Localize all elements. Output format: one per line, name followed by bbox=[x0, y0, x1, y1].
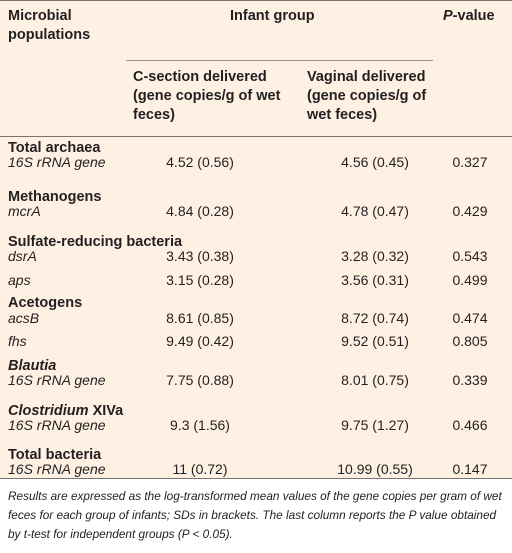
row-label: 16S rRNA gene bbox=[8, 154, 106, 170]
vaginal-value: 8.01 (0.75) bbox=[341, 372, 409, 388]
p-value: 0.429 bbox=[452, 203, 488, 219]
vaginal-value: 3.28 (0.32) bbox=[341, 248, 409, 264]
header-infant-group: Infant group bbox=[230, 8, 315, 24]
p-value: 0.499 bbox=[452, 272, 488, 288]
csection-value: 8.61 (0.85) bbox=[166, 310, 234, 326]
row-label: fhs bbox=[8, 333, 27, 349]
table-top-rule bbox=[0, 0, 512, 1]
header-microbial-populations: Microbial populations bbox=[8, 8, 91, 43]
row-label: 16S rRNA gene bbox=[8, 372, 106, 388]
group-title: Acetogens bbox=[8, 295, 83, 311]
vaginal-value: 8.72 (0.74) bbox=[341, 310, 409, 326]
csection-value: 9.49 (0.42) bbox=[166, 333, 234, 349]
group-title: Clostridium XIVa bbox=[8, 403, 124, 419]
group-title: Total bacteria bbox=[8, 447, 102, 463]
vaginal-value: 3.56 (0.31) bbox=[341, 272, 409, 288]
table-footnote: Results are expressed as the log-transfo… bbox=[8, 489, 502, 541]
csection-value: 4.52 (0.56) bbox=[166, 154, 234, 170]
header-p-value: P-value bbox=[443, 8, 495, 24]
infant-group-rule bbox=[126, 60, 433, 61]
p-value: 0.474 bbox=[452, 310, 488, 326]
row-label: dsrA bbox=[8, 248, 37, 264]
row-label: 16S rRNA gene bbox=[8, 461, 106, 477]
csection-value: 11 (0.72) bbox=[172, 461, 228, 477]
p-value: 0.805 bbox=[452, 333, 488, 349]
vaginal-value: 4.78 (0.47) bbox=[341, 203, 409, 219]
row-label: aps bbox=[8, 272, 31, 288]
p-value: 0.147 bbox=[452, 461, 488, 477]
group-title: Sulfate-reducing bacteria bbox=[8, 234, 183, 250]
row-label: mcrA bbox=[8, 203, 41, 219]
vaginal-value: 4.56 (0.45) bbox=[341, 154, 409, 170]
results-table: Microbial populations Infant group P-val… bbox=[0, 0, 512, 479]
vaginal-value: 9.52 (0.51) bbox=[341, 333, 409, 349]
p-value: 0.543 bbox=[452, 248, 488, 264]
header-bottom-rule bbox=[0, 136, 512, 137]
group-title: Blautia bbox=[8, 358, 57, 374]
csection-value: 4.84 (0.28) bbox=[166, 203, 234, 219]
vaginal-value: 9.75 (1.27) bbox=[341, 417, 409, 433]
csection-value: 9.3 (1.56) bbox=[170, 417, 230, 433]
p-value: 0.327 bbox=[452, 154, 488, 170]
csection-value: 3.43 (0.38) bbox=[166, 248, 234, 264]
row-label: 16S rRNA gene bbox=[8, 417, 106, 433]
header-csection: C-section delivered (gene copies/g of we… bbox=[133, 69, 281, 123]
group-title: Total archaea bbox=[8, 140, 101, 156]
group-title: Methanogens bbox=[8, 189, 102, 205]
table-bottom-rule bbox=[0, 478, 512, 479]
header-vaginal: Vaginal delivered (gene copies/g of wet … bbox=[307, 69, 427, 123]
row-label: acsB bbox=[8, 310, 40, 326]
vaginal-value: 10.99 (0.55) bbox=[337, 461, 413, 477]
p-value: 0.339 bbox=[452, 372, 488, 388]
p-value: 0.466 bbox=[452, 417, 488, 433]
csection-value: 3.15 (0.28) bbox=[166, 272, 234, 288]
csection-value: 7.75 (0.88) bbox=[166, 372, 234, 388]
